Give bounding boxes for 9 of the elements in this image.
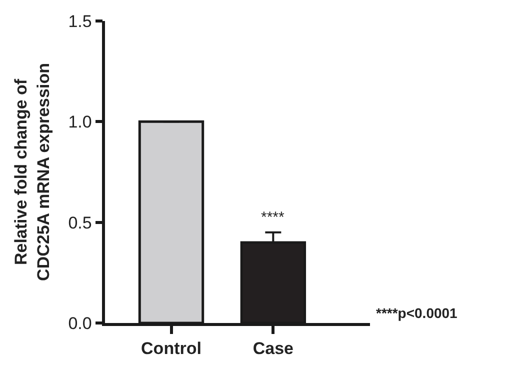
x-tick-label: Control [141, 339, 202, 358]
y-tick-label: 0.5 [68, 213, 92, 232]
y-axis-title: Relative fold change of CDC25A mRNA expression [12, 63, 53, 281]
y-tick-label: 1.0 [68, 112, 92, 132]
text: ****p<0.0001 [376, 305, 458, 321]
y-tick-label: 0.0 [68, 314, 92, 333]
annotation: **** [261, 209, 285, 226]
x-tick-label: Case [252, 339, 294, 358]
y-tick-label: 1.5 [68, 12, 92, 31]
